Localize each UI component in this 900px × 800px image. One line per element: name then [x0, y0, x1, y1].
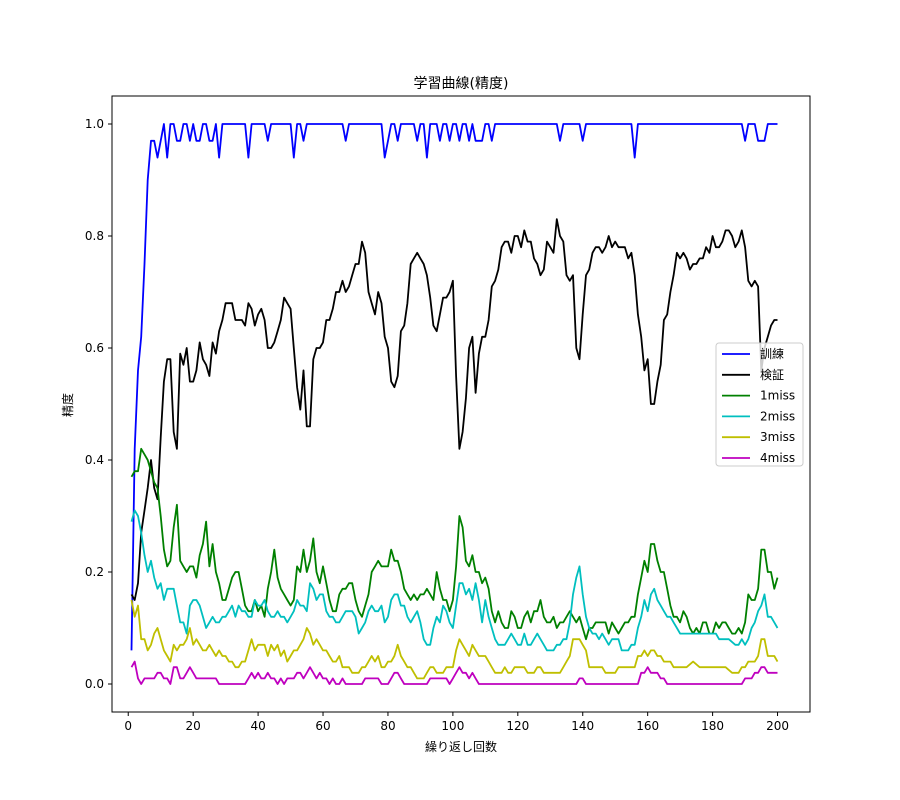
legend-label-検証: 検証 — [760, 368, 784, 382]
plot-frame — [111, 95, 811, 713]
legend-label-4miss: 4miss — [760, 451, 795, 465]
series-line-1miss — [130, 447, 779, 641]
y-tick-label: 0.2 — [85, 565, 104, 579]
x-tick-label: 180 — [701, 719, 724, 733]
x-tick-label: 120 — [506, 719, 529, 733]
y-tick-label: 0.4 — [85, 453, 104, 467]
x-tick-label: 40 — [250, 719, 265, 733]
x-tick-label: 60 — [315, 719, 330, 733]
x-tick-label: 80 — [380, 719, 395, 733]
x-tick-label: 0 — [124, 719, 132, 733]
x-tick-label: 20 — [186, 719, 201, 733]
x-axis-label: 繰り返し回数 — [425, 739, 497, 754]
legend-label-1miss: 1miss — [760, 389, 795, 403]
legend-label-訓練: 訓練 — [760, 346, 784, 361]
y-tick-label: 0.6 — [85, 341, 104, 355]
series-line-訓練 — [130, 123, 778, 651]
y-tick-label: 0.0 — [85, 677, 104, 691]
y-tick-label: 1.0 — [85, 117, 104, 131]
legend-box — [715, 342, 804, 467]
y-axis: 0.0 0.2 0.4 0.6 0.8 1.0 — [85, 117, 112, 691]
series-line-4miss — [130, 660, 778, 685]
x-tick-label: 200 — [766, 719, 789, 733]
x-axis: 0 20 40 60 80 100 120 140 160 180 200 — [124, 712, 789, 733]
series-line-3miss — [130, 599, 779, 680]
series-line-2miss — [130, 509, 779, 652]
x-tick-label: 100 — [441, 719, 464, 733]
y-axis-label: 精度 — [60, 393, 75, 417]
series-line-検証 — [130, 218, 778, 601]
legend-label-2miss: 2miss — [760, 409, 795, 423]
x-tick-label: 160 — [636, 719, 659, 733]
legend-label-3miss: 3miss — [760, 430, 795, 444]
x-tick-label: 140 — [571, 719, 594, 733]
chart-title: 学習曲線(精度) — [414, 76, 509, 92]
plot-area — [111, 95, 811, 713]
y-tick-label: 0.8 — [85, 229, 104, 243]
